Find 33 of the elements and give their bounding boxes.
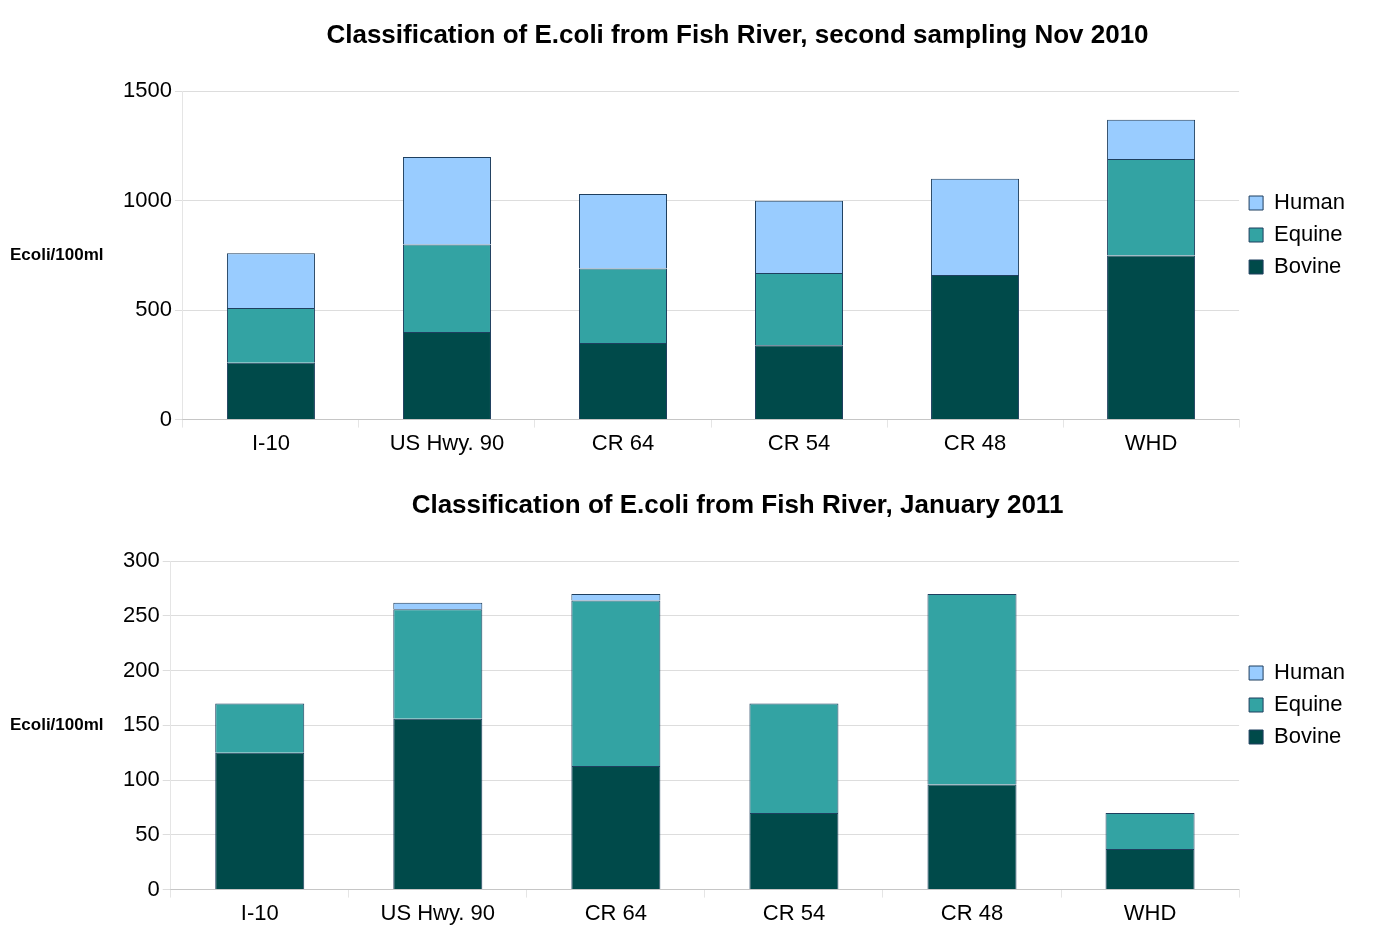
legend-label: Equine bbox=[1274, 691, 1343, 717]
y-tick-label: 500 bbox=[135, 296, 172, 322]
x-tick-label: WHD bbox=[1124, 429, 1178, 455]
x-tick-label: US Hwy. 90 bbox=[380, 899, 496, 925]
y-tick-label: 0 bbox=[147, 875, 160, 901]
y-tick-label: 300 bbox=[122, 547, 160, 573]
y-tick-label: 1500 bbox=[122, 77, 172, 103]
x-tick-label: CR 54 bbox=[767, 429, 831, 455]
y-tick-label: 200 bbox=[122, 656, 160, 682]
y-tick-label: 250 bbox=[122, 602, 160, 627]
x-tick-label: WHD bbox=[1123, 899, 1177, 925]
legend-label: Human bbox=[1274, 659, 1345, 685]
legend-label: Bovine bbox=[1274, 253, 1342, 279]
chart-title: Classification of E.coli from Fish River, second sampling Nov 2010 bbox=[326, 18, 1149, 49]
y-tick-label: 100 bbox=[122, 766, 160, 792]
x-tick-label: I-10 bbox=[240, 899, 279, 925]
y-tick-label: 0 bbox=[159, 405, 172, 431]
legend-label: Human bbox=[1274, 189, 1345, 215]
x-tick-label: US Hwy. 90 bbox=[389, 429, 505, 455]
x-tick-label: CR 48 bbox=[943, 429, 1007, 455]
x-tick-label: CR 54 bbox=[762, 899, 826, 925]
y-tick-label: 50 bbox=[135, 820, 160, 846]
x-tick-label: CR 64 bbox=[591, 429, 655, 455]
legend-label: Bovine bbox=[1274, 723, 1342, 749]
y-tick-label: 150 bbox=[122, 711, 160, 737]
x-tick-label: CR 48 bbox=[940, 899, 1004, 925]
x-tick-label: CR 64 bbox=[584, 899, 648, 925]
y-tick-label: 1000 bbox=[122, 186, 172, 212]
y-axis-title: Ecoli/100ml bbox=[10, 715, 104, 735]
y-axis-title: Ecoli/100ml bbox=[10, 245, 104, 265]
x-tick-label: I-10 bbox=[251, 429, 290, 455]
chart-title: Classification of E.coli from Fish River, January 2011 bbox=[411, 488, 1064, 519]
legend-label: Equine bbox=[1274, 221, 1343, 247]
